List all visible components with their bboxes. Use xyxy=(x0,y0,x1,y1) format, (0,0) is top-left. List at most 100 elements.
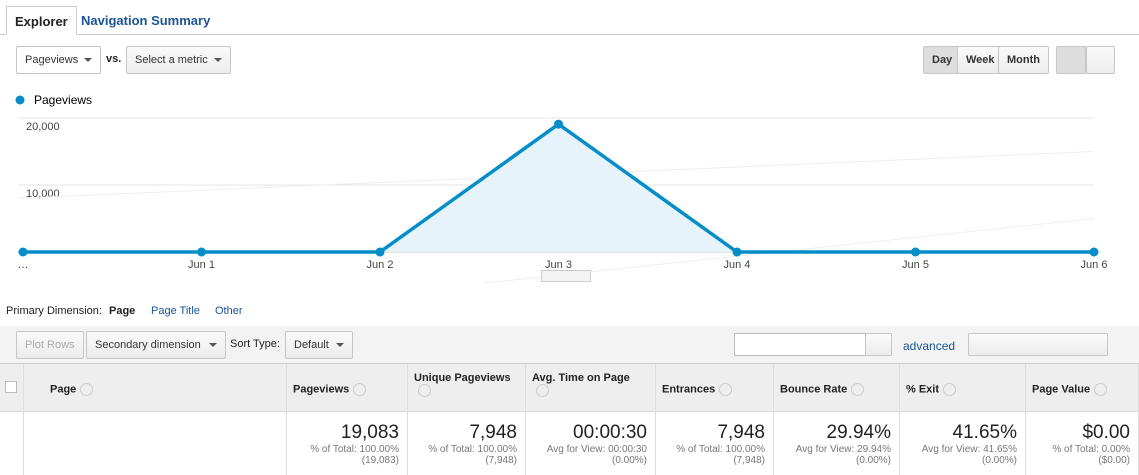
sort-select[interactable]: Default xyxy=(285,331,353,359)
total-detail: (19,083) xyxy=(361,455,399,466)
checkbox[interactable] xyxy=(5,381,17,393)
y-tick-label: 10,000 xyxy=(26,188,60,200)
total-share: Avg for View: 41.65% xyxy=(921,444,1017,455)
advanced-link[interactable]: advanced xyxy=(903,339,956,353)
tab[interactable]: Navigation Summary xyxy=(81,13,211,28)
header-label: Page xyxy=(50,383,77,396)
sort-label: Sort Type: xyxy=(230,338,280,350)
total-detail: (0.00%) xyxy=(855,455,891,466)
help-icon[interactable] xyxy=(719,383,733,396)
help-icon[interactable] xyxy=(943,383,957,396)
point xyxy=(197,247,206,257)
motion-chart-button[interactable] xyxy=(1086,46,1115,74)
help-icon[interactable] xyxy=(1094,383,1108,396)
data-table: Page Pageviews Unique Pageviews Avg. Time o… xyxy=(0,364,1139,475)
total-detail: ($0.00) xyxy=(1098,455,1130,466)
column-header[interactable]: Page xyxy=(24,364,287,412)
x-tick-label: … xyxy=(18,259,29,271)
header-label: Bounce Rate xyxy=(780,383,848,396)
column-header[interactable]: Avg. Time on Page xyxy=(526,364,656,412)
total-share: % of Total: 100.00% xyxy=(428,444,517,455)
x-tick-label: Jun 2 xyxy=(367,259,394,271)
column-header[interactable]: Entrances xyxy=(656,364,774,412)
total-value: 19,083 xyxy=(340,422,399,443)
period-button[interactable]: Day xyxy=(923,46,962,74)
header-label: Pageviews xyxy=(293,383,350,396)
dimension-option[interactable]: Page xyxy=(109,305,136,317)
header-label: Avg. Time on Page xyxy=(532,372,630,384)
help-icon[interactable] xyxy=(851,383,865,396)
total-value: $0.00 xyxy=(1082,422,1130,443)
total-value: 41.65% xyxy=(952,422,1017,443)
help-icon[interactable] xyxy=(418,384,431,397)
totals-cell: $0.00% of Total: 0.00% ($0.00) xyxy=(1026,412,1139,475)
secondary-dimension[interactable]: Secondary dimension xyxy=(86,331,226,359)
total-detail: (7,948) xyxy=(485,455,517,466)
plot-rows-button[interactable]: Plot Rows xyxy=(16,331,84,359)
header-label: Page Value xyxy=(1032,383,1091,396)
search-button[interactable] xyxy=(865,333,892,356)
dimension-option[interactable]: Other xyxy=(215,305,243,317)
header-label: Unique Pageviews xyxy=(414,372,511,384)
vs-label: vs. xyxy=(106,53,122,65)
total-value: 29.94% xyxy=(826,422,891,443)
point xyxy=(375,247,385,257)
legend-marker xyxy=(15,95,25,105)
column-header[interactable]: Page Value xyxy=(1026,364,1139,412)
search-input[interactable] xyxy=(734,333,866,356)
help-icon[interactable] xyxy=(353,383,367,396)
help-icon[interactable] xyxy=(536,384,549,397)
checkbox-cell xyxy=(0,364,24,475)
total-share: Avg for View: 29.94% xyxy=(795,444,891,455)
chart: Pageviews 10,000 20,000 … Jun 1 Jun 2 Jun 3 Jun… xyxy=(15,93,1108,283)
tab-rule xyxy=(0,34,1139,35)
dimension-option[interactable]: Page Title xyxy=(151,305,200,317)
totals-cell xyxy=(24,412,287,475)
area xyxy=(23,124,1094,252)
total-share: % of Total: 100.00% xyxy=(676,444,765,455)
line-chart-button[interactable] xyxy=(1056,46,1086,74)
point xyxy=(554,119,563,129)
x-tick-label: Jun 6 xyxy=(1081,259,1108,271)
point xyxy=(911,247,920,257)
point xyxy=(18,247,28,257)
totals-cell: 29.94% Avg for View: 29.94% (0.00%) xyxy=(774,412,900,475)
column-header[interactable]: Unique Pageviews xyxy=(408,364,526,412)
totals-cell: 7,948% of Total: 100.00% (7,948) xyxy=(656,412,774,475)
header-label: Entrances xyxy=(662,383,716,396)
totals-cell: 7,948% of Total: 100.00% (7,948) xyxy=(408,412,526,475)
totals-cell: 41.65% Avg for View: 41.65% (0.00%) xyxy=(900,412,1026,475)
point xyxy=(732,247,742,257)
period-button[interactable]: Week xyxy=(957,46,1004,74)
point xyxy=(1089,247,1099,257)
help-icon[interactable] xyxy=(80,383,94,396)
dimension-label: Primary Dimension: xyxy=(6,305,102,317)
compare-select[interactable]: Select a metric xyxy=(126,46,231,74)
totals-cell: 19,083% of Total: 100.00% (19,083) xyxy=(287,412,408,475)
total-value: 00:00:30 xyxy=(573,422,647,443)
period-button[interactable]: Month xyxy=(998,46,1049,74)
total-value: 7,948 xyxy=(469,422,517,443)
column-header[interactable]: % Exit xyxy=(900,364,1026,412)
total-share: % of Total: 100.00% xyxy=(310,444,399,455)
y-tick-label: 20,000 xyxy=(26,121,60,133)
totals-cell: 00:00:30 Avg for View: 00:00:30 (0.00%) xyxy=(526,412,656,475)
header-label: % Exit xyxy=(906,383,940,396)
x-tick-label: Jun 4 xyxy=(724,259,751,271)
column-header[interactable]: Bounce Rate xyxy=(774,364,900,412)
total-detail: (7,948) xyxy=(733,455,765,466)
total-share: Avg for View: 00:00:30 xyxy=(546,444,647,455)
total-share: % of Total: 0.00% xyxy=(1052,444,1130,455)
chart-collapse[interactable] xyxy=(541,270,591,282)
total-value: 7,948 xyxy=(717,422,765,443)
x-tick-label: Jun 3 xyxy=(545,259,572,271)
metric-select[interactable]: Pageviews xyxy=(16,46,101,74)
view-buttons[interactable] xyxy=(968,333,1108,356)
column-header[interactable]: Pageviews xyxy=(287,364,408,412)
total-detail: (0.00%) xyxy=(611,455,647,466)
total-detail: (0.00%) xyxy=(981,455,1017,466)
x-tick-label: Jun 1 xyxy=(188,259,215,271)
legend-label: Pageviews xyxy=(34,93,92,107)
tab[interactable]: Explorer xyxy=(6,6,77,35)
